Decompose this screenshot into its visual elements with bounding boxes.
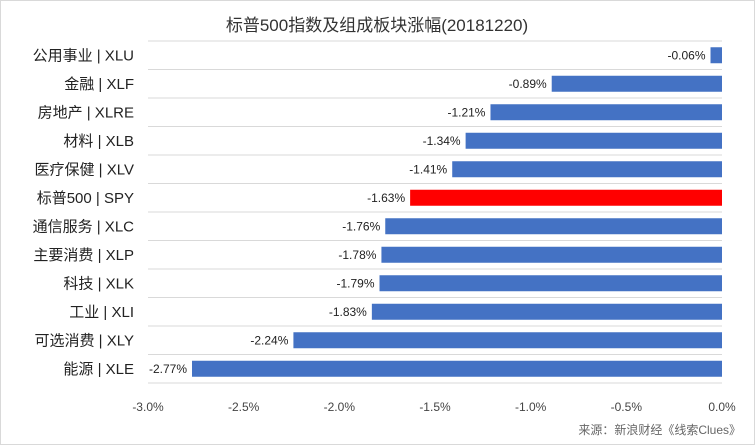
bar	[381, 246, 722, 263]
data-label: -2.77%	[149, 362, 187, 376]
bar	[385, 218, 722, 235]
data-label: -1.76%	[342, 219, 380, 233]
data-label: -0.89%	[509, 77, 547, 91]
category-label: 材料 | XLB	[63, 133, 134, 150]
bar	[551, 75, 722, 92]
data-labels: -0.06% -0.89% -1.21% -1.34% -1.41% -1.63% -1.7…	[149, 48, 706, 376]
x-tick-label: -1.5%	[419, 400, 451, 414]
data-label: -1.21%	[447, 105, 485, 119]
chart-title: 标普500指数及组成板块涨幅(20181220)	[226, 16, 528, 35]
data-label: -2.24%	[250, 333, 288, 347]
data-label: -1.79%	[336, 276, 374, 290]
data-label: -1.34%	[423, 134, 461, 148]
x-tick-label: -1.0%	[515, 400, 547, 414]
category-label: 金融 | XLF	[64, 76, 134, 93]
category-label: 房地产 | XLRE	[38, 104, 134, 121]
bar	[452, 161, 722, 178]
category-label: 工业 | XLI	[69, 304, 134, 321]
x-tick-label: -0.5%	[611, 400, 643, 414]
x-tick-label: -3.0%	[132, 400, 164, 414]
bar	[710, 47, 722, 64]
data-label: -1.41%	[409, 162, 447, 176]
bar	[465, 132, 722, 149]
bar	[379, 275, 722, 292]
category-label: 能源 | XLE	[63, 361, 134, 378]
bars	[192, 47, 723, 377]
category-label: 标普500 | SPY	[37, 190, 134, 207]
x-tick-label: -2.0%	[324, 400, 356, 414]
bar	[371, 303, 722, 320]
x-axis-tick-labels: -3.0% -2.5% -2.0% -1.5% -1.0% -0.5% 0.0%	[132, 400, 736, 414]
source-note: 来源：新浪财经《线索Clues》	[578, 422, 741, 437]
data-label: -1.78%	[338, 248, 376, 262]
category-labels: 公用事业 | XLU 金融 | XLF 房地产 | XLRE 材料 | XLB 医疗保健…	[33, 47, 135, 378]
category-label: 科技 | XLK	[63, 275, 134, 292]
bar	[293, 332, 722, 349]
data-label: -1.63%	[367, 191, 405, 205]
data-label: -0.06%	[667, 48, 705, 62]
category-label: 可选消费 | XLY	[35, 332, 134, 349]
data-label: -1.83%	[329, 305, 367, 319]
category-label: 通信服务 | XLC	[33, 218, 135, 235]
x-tick-label: 0.0%	[708, 400, 736, 414]
bar	[192, 360, 723, 377]
category-label: 医疗保健 | XLV	[35, 161, 134, 178]
category-label: 公用事业 | XLU	[33, 47, 134, 64]
x-tick-label: -2.5%	[228, 400, 260, 414]
grid-lines	[148, 40, 722, 384]
category-label: 主要消费 | XLP	[33, 247, 134, 264]
bar	[490, 104, 722, 121]
bar	[410, 189, 722, 206]
